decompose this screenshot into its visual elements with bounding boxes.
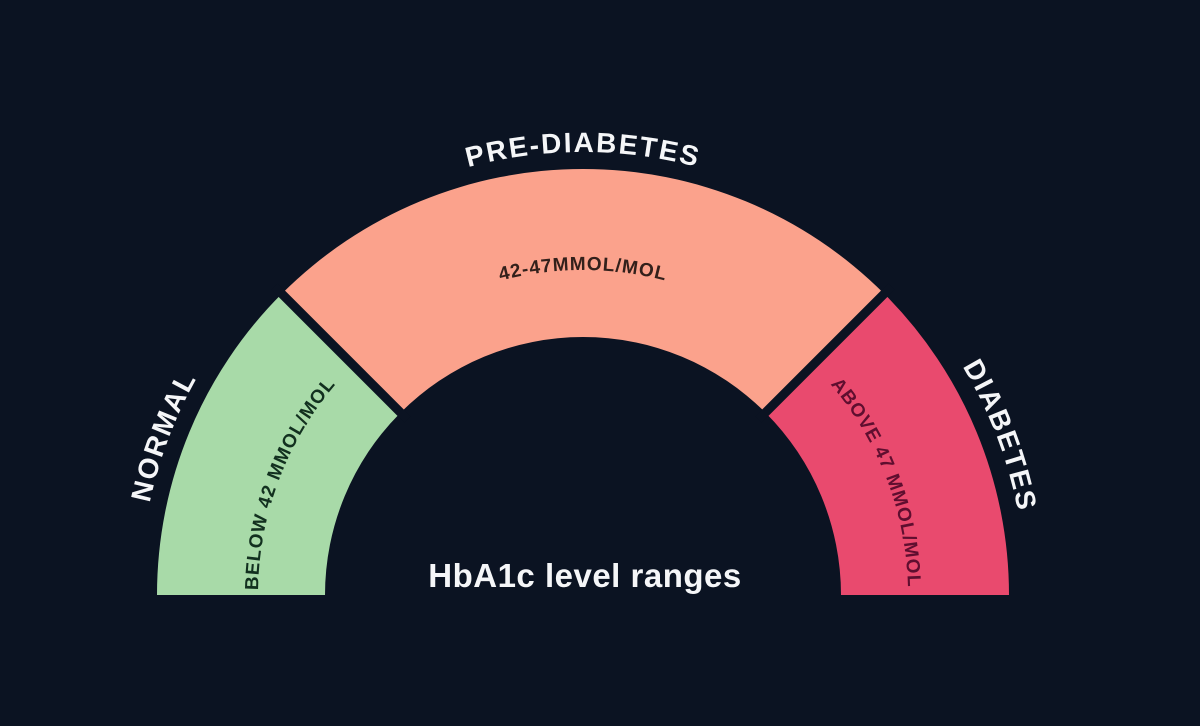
segment-label-prediabetes: PRE-DIABETES	[462, 127, 704, 173]
segment-divider-right	[755, 283, 895, 423]
segment-normal	[157, 293, 401, 595]
chart-title: HbA1c level ranges	[428, 557, 741, 594]
gauge-segments	[157, 168, 1009, 595]
segment-prediabetes	[281, 168, 885, 413]
segment-diabetes	[765, 293, 1009, 595]
segment-divider-left	[271, 283, 411, 423]
